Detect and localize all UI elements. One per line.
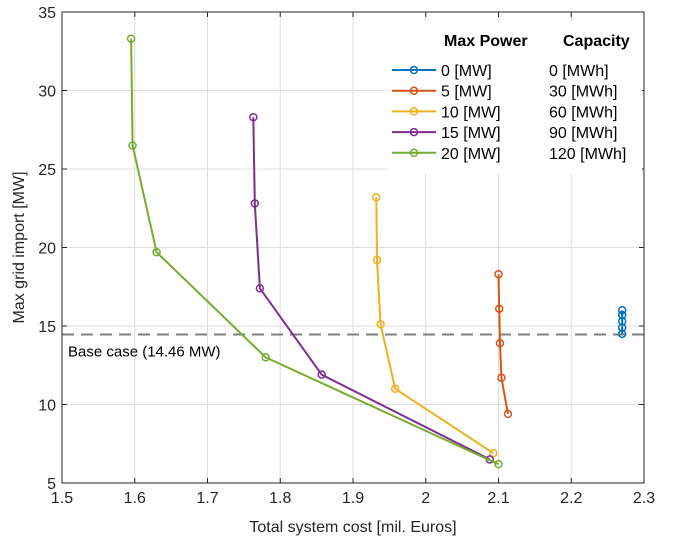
legend-power-label: 10 [MW] xyxy=(441,104,501,121)
x-tick-label: 1.9 xyxy=(342,490,364,507)
legend-power-label: 15 [MW] xyxy=(441,125,501,142)
ticks: 1.5 1.6 1.7 1.8 1.9 2 2.1 2.2 2.3 5 10 15 20 25 30 35 xyxy=(38,5,655,507)
legend-capacity-label: 120 [MWh] xyxy=(549,146,626,163)
legend-item-0: 0 [MW] 0 [MWh] xyxy=(392,63,609,80)
data-point xyxy=(250,199,260,208)
data-point xyxy=(126,34,136,43)
y-tick-label: 35 xyxy=(38,5,56,22)
legend-marker xyxy=(409,148,419,158)
legend-power-label: 0 [MW] xyxy=(441,63,492,80)
legend: Max Power Capacity 0 [MW] 0 [MWh] 5 [MW] 30… xyxy=(388,22,642,174)
series-0 xyxy=(617,306,627,339)
data-point xyxy=(497,373,506,383)
data-point xyxy=(494,269,503,279)
legend-capacity-label: 30 [MWh] xyxy=(549,84,617,101)
x-tick-label: 1.5 xyxy=(51,490,73,507)
data-point xyxy=(376,320,385,329)
y-tick-label: 25 xyxy=(38,162,56,179)
y-tick-label: 5 xyxy=(47,476,56,493)
x-tick-label: 1.7 xyxy=(196,490,218,507)
legend-item-2: 10 [MW] 60 [MWh] xyxy=(392,104,617,121)
data-point xyxy=(503,409,513,419)
data-point xyxy=(617,306,627,315)
series-layer xyxy=(126,34,627,469)
data-point xyxy=(317,370,326,379)
legend-item-1: 5 [MW] 30 [MWh] xyxy=(392,84,617,101)
y-axis-label: Max grid import [MW] xyxy=(11,171,28,323)
series-4 xyxy=(126,34,503,469)
legend-marker xyxy=(409,107,419,116)
legend-item-4: 20 [MW] 120 [MWh] xyxy=(392,146,626,163)
legend-header-capacity: Capacity xyxy=(563,33,630,50)
data-point xyxy=(390,384,400,394)
x-tick-label: 2.3 xyxy=(633,490,655,507)
legend-item-3: 15 [MW] 90 [MWh] xyxy=(392,125,617,142)
series-line xyxy=(252,117,491,461)
data-point xyxy=(372,193,381,202)
data-point xyxy=(494,304,504,313)
y-tick-label: 20 xyxy=(38,241,56,258)
series-1 xyxy=(494,269,513,419)
data-point xyxy=(152,247,161,257)
series-line xyxy=(375,197,494,455)
series-2 xyxy=(372,193,498,458)
x-tick-label: 1.6 xyxy=(124,490,146,507)
series-line xyxy=(130,38,499,466)
data-point xyxy=(494,459,503,469)
series-line xyxy=(497,274,509,415)
x-tick-label: 2.1 xyxy=(487,490,509,507)
data-point xyxy=(495,339,505,348)
x-tick-label: 1.8 xyxy=(269,490,291,507)
data-point xyxy=(617,310,627,320)
x-axis-label: Total system cost [mil. Euros] xyxy=(249,519,456,536)
data-point xyxy=(261,353,270,362)
legend-capacity-label: 60 [MWh] xyxy=(549,104,617,121)
legend-capacity-label: 0 [MWh] xyxy=(549,63,609,80)
base-case-label: Base case (14.46 MW) xyxy=(68,343,221,360)
legend-marker xyxy=(409,127,419,137)
data-point xyxy=(249,112,258,122)
legend-background xyxy=(388,22,642,174)
x-tick-label: 2.2 xyxy=(560,490,582,507)
data-point xyxy=(489,448,498,458)
data-point xyxy=(255,284,265,293)
data-point xyxy=(372,255,382,265)
legend-header-max-power: Max Power xyxy=(444,33,528,50)
legend-items: 0 [MW] 0 [MWh] 5 [MW] 30 [MWh] 10 [MW] 60 [MW… xyxy=(392,63,626,163)
y-tick-label: 10 xyxy=(38,398,56,415)
legend-marker xyxy=(409,65,419,75)
legend-marker xyxy=(409,86,419,95)
legend-capacity-label: 90 [MWh] xyxy=(549,125,617,142)
y-tick-label: 15 xyxy=(38,319,56,336)
data-point xyxy=(128,141,137,150)
legend-power-label: 5 [MW] xyxy=(441,84,492,101)
legend-power-label: 20 [MW] xyxy=(441,146,501,163)
y-tick-label: 30 xyxy=(38,84,56,101)
x-tick-label: 2 xyxy=(421,490,430,507)
